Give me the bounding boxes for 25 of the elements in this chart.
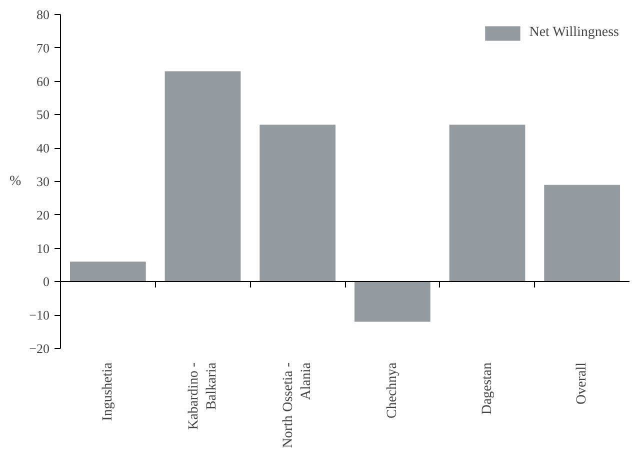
y-tick-label: 40 xyxy=(36,140,50,156)
x-tick-label: Kabardino - Balkaria xyxy=(186,362,220,430)
y-tick-label: 20 xyxy=(36,207,50,222)
y-tick-label: 80 xyxy=(36,7,50,22)
bar xyxy=(260,124,336,282)
bar xyxy=(544,184,620,282)
x-tick-label: North Ossetia - Alania xyxy=(281,362,314,448)
bar xyxy=(164,71,241,282)
y-tick-label: 70 xyxy=(36,40,50,56)
y-tick-label: −10 xyxy=(29,308,50,323)
x-tick-label: Ingushetia xyxy=(100,362,116,421)
y-tick-label: 10 xyxy=(36,240,50,256)
y-tick-label: −20 xyxy=(29,341,50,356)
y-tick-label: 30 xyxy=(36,174,50,189)
x-tick-label: Chechnya xyxy=(384,362,400,418)
legend-label: Net Willingness xyxy=(529,25,619,41)
bar xyxy=(70,262,146,282)
y-axis-title: % xyxy=(10,174,22,189)
x-tick-label: Overall xyxy=(574,362,590,404)
y-tick-label: 0 xyxy=(43,274,50,290)
x-tick-label: Dagestan xyxy=(480,362,495,415)
y-tick-label: 50 xyxy=(36,107,50,122)
bar xyxy=(449,124,526,282)
bar xyxy=(354,282,430,322)
y-tick-label: 60 xyxy=(36,74,50,89)
